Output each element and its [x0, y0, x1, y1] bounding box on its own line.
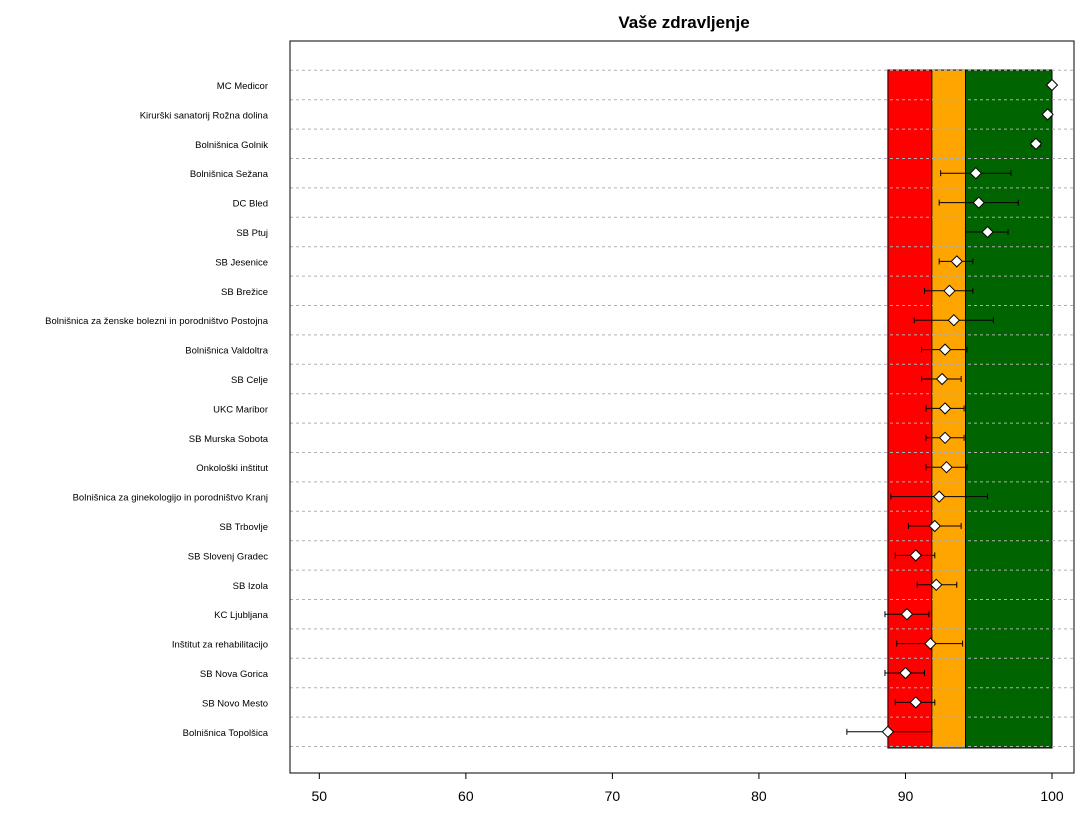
- x-axis: 50 60 70 80 90 100: [312, 773, 1064, 804]
- category-label: Bolnišnica Valdoltra: [185, 346, 268, 357]
- category-label: SB Ptuj: [236, 228, 268, 239]
- category-label: UKC Maribor: [213, 404, 268, 415]
- data-point: [969, 166, 983, 180]
- band-layer: [887, 69, 1053, 749]
- band-2: [965, 69, 1053, 749]
- category-label: SB Murska Sobota: [189, 434, 269, 445]
- category-label: Bolnišnica Golnik: [195, 140, 268, 151]
- data-point: [930, 578, 943, 592]
- category-label: Kirurški sanatorij Rožna dolina: [140, 110, 269, 121]
- x-tick-label: 100: [1040, 788, 1064, 804]
- data-point: [932, 490, 946, 503]
- category-label: SB Trbovlje: [219, 522, 268, 533]
- category-label: SB Brežice: [221, 287, 268, 298]
- x-tick-label: 60: [458, 788, 474, 804]
- data-point: [900, 607, 914, 621]
- data-point: [935, 372, 949, 386]
- band-0: [887, 69, 933, 749]
- category-label-layer: MC Medicor Kirurški sanatorij Rožna dolin…: [45, 81, 269, 739]
- chart-title: Vaše zdravljenje: [618, 13, 749, 32]
- category-label: DC Bled: [233, 199, 268, 210]
- grid-layer: [290, 69, 1074, 747]
- data-point: [1041, 108, 1054, 121]
- category-label: SB Slovenj Gradec: [188, 551, 269, 562]
- data-point: [909, 696, 922, 709]
- plot-frame: [289, 40, 1075, 774]
- data-point: [938, 431, 952, 445]
- category-label: SB Nova Gorica: [200, 669, 269, 680]
- data-point: [1029, 137, 1043, 151]
- category-label: KC Ljubljana: [214, 610, 269, 621]
- data-point: [924, 637, 937, 650]
- data-point: [938, 402, 952, 415]
- x-tick-label: 80: [751, 788, 767, 804]
- data-point: [899, 666, 912, 680]
- category-label: SB Celje: [231, 375, 268, 386]
- x-tick-label: 70: [605, 788, 621, 804]
- category-label: Inštitut za rehabilitacijo: [172, 640, 268, 651]
- category-label: Bolnišnica za ginekologijo in porodništv…: [73, 493, 268, 504]
- category-label: SB Novo Mesto: [202, 698, 268, 709]
- data-point: [943, 284, 956, 298]
- category-label: Bolnišnica za ženske bolezni in porodniš…: [45, 316, 269, 327]
- data-point: [950, 255, 963, 268]
- data-point: [947, 313, 961, 327]
- category-label: Bolnišnica Topolšica: [183, 728, 269, 739]
- category-label: MC Medicor: [217, 81, 268, 92]
- category-label: SB Izola: [233, 581, 269, 592]
- data-point: [928, 519, 941, 533]
- category-label: SB Jesenice: [215, 257, 268, 268]
- data-point: [909, 549, 922, 562]
- x-tick-label: 50: [312, 788, 328, 804]
- data-point: [940, 460, 953, 474]
- category-label: Bolnišnica Sežana: [190, 169, 269, 180]
- data-point: [981, 225, 994, 239]
- x-tick-label: 90: [898, 788, 914, 804]
- data-point: [938, 343, 952, 356]
- data-point: [972, 196, 985, 209]
- data-point: [1045, 78, 1059, 92]
- data-point: [881, 725, 895, 739]
- category-label: Onkološki inštitut: [196, 463, 268, 474]
- point-layer: [881, 78, 1059, 739]
